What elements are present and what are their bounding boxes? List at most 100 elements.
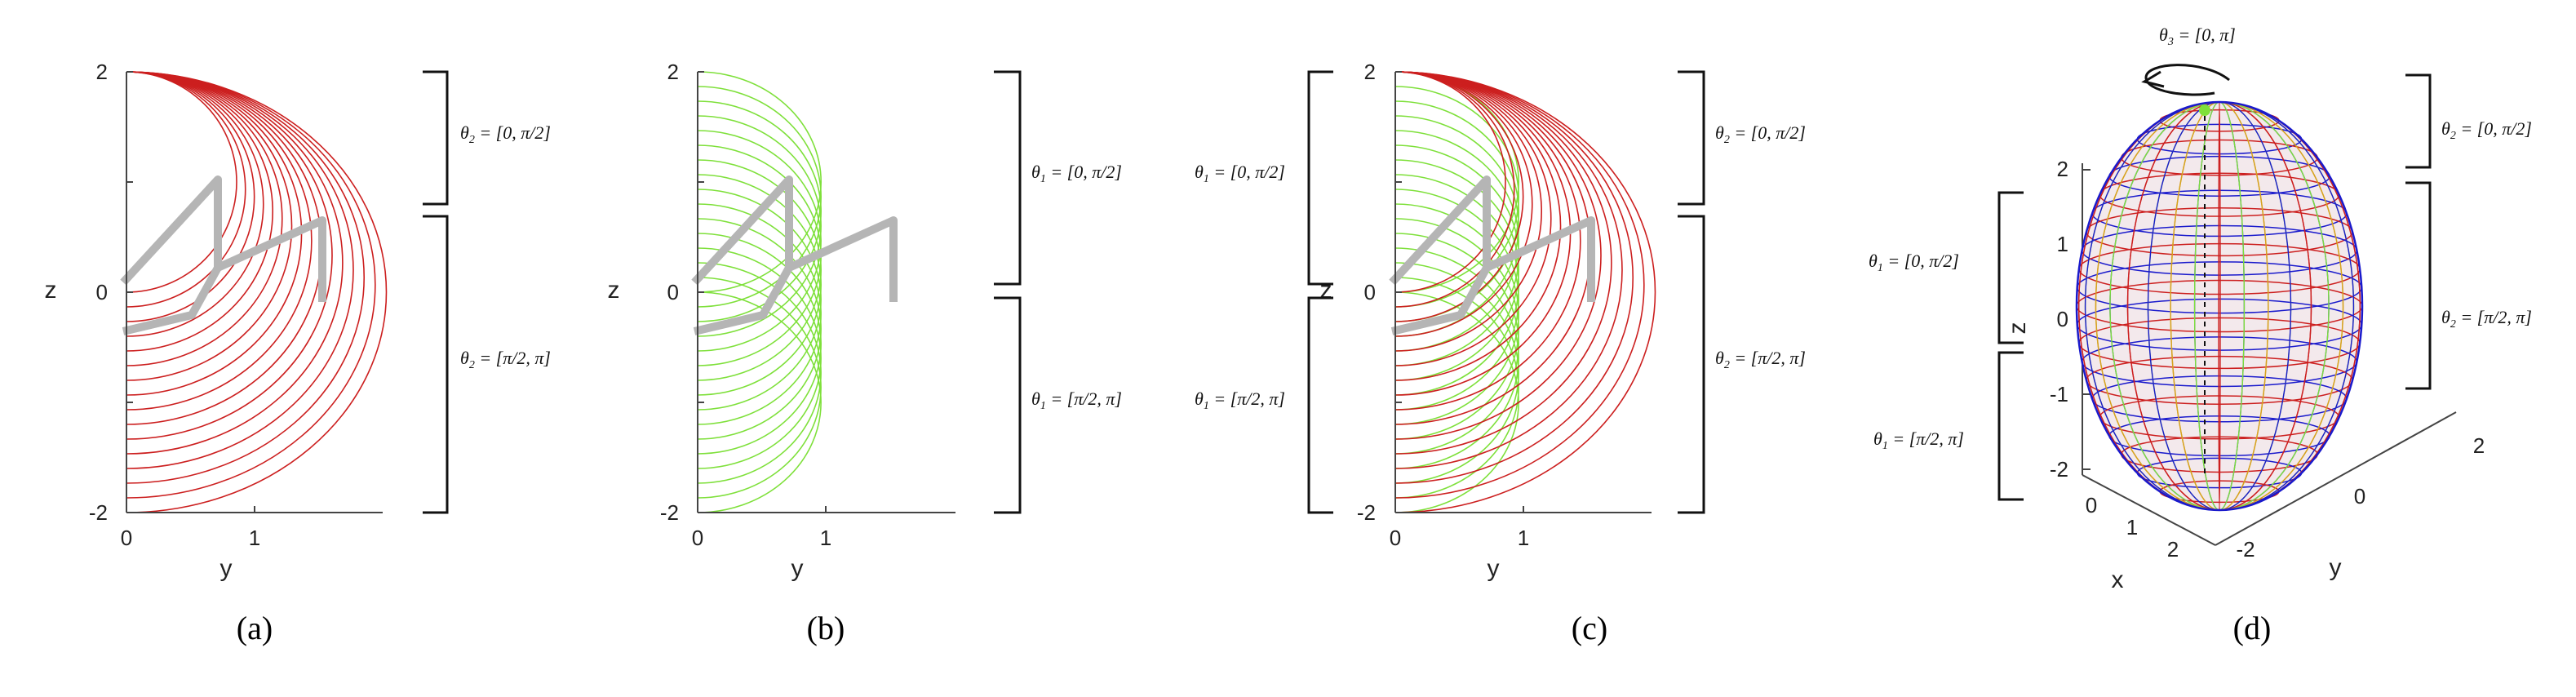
panel-a-series0-arc	[126, 71, 237, 293]
panel-c: 2 0 -2 0 1 z y θ1 = [0, π/2] θ1 = [π/2, …	[1195, 60, 1806, 646]
panel-d-annotation-left-upper: θ1 = [0, π/2]	[1869, 251, 1959, 274]
panel-a-series0-arc	[126, 71, 354, 469]
panel-d-bracket-left-lower	[1997, 351, 2024, 501]
panel-a-caption: (a)	[237, 610, 273, 646]
panel-c-series1-arc	[1394, 71, 1602, 440]
panel-c-series1-arc	[1394, 71, 1542, 352]
panel-a-zlabel: z	[45, 277, 57, 304]
panel-a-series0-arc	[126, 71, 388, 513]
panel-d-xtick-label: 2	[2167, 537, 2179, 562]
panel-d-xlabel: x	[2112, 566, 2124, 593]
panel-c-series1-arc	[1394, 71, 1506, 293]
panel-b-series0-arc	[697, 277, 822, 499]
panel-d-annotation-top: θ3 = [0, π]	[2159, 24, 2236, 48]
panel-c-series1-arc	[1394, 71, 1645, 499]
panel-b-xlabel: y	[791, 555, 804, 582]
panel-b-series0-arc	[697, 174, 822, 396]
panel-c-ytick-label: -2	[1357, 500, 1376, 525]
panel-d-bracket-right-upper	[2405, 73, 2432, 169]
panel-c-series0-arc	[1394, 174, 1519, 396]
panel-a-series0-arc	[126, 71, 313, 411]
panel-d-annotation-right-upper: θ2 = [0, π/2]	[2441, 118, 2532, 142]
panel-a-xtick-label: 1	[249, 526, 260, 550]
panel-d-ytick-label: -2	[2236, 537, 2255, 562]
panel-c-ytick-label: 2	[1364, 60, 1376, 84]
panel-c-xlabel: y	[1488, 555, 1500, 582]
panel-a-curves	[126, 71, 388, 513]
panel-b-bracket-upper	[994, 70, 1022, 286]
panel-d-ylabel: y	[2330, 554, 2342, 581]
panel-d-annotation-left-lower: θ1 = [π/2, π]	[1873, 428, 1964, 452]
panel-c-series0-arc	[1394, 233, 1519, 455]
panel-a-bracket-lower	[423, 215, 449, 514]
panel-c-robot-link	[1390, 265, 1491, 335]
panel-a-robot-arm	[120, 175, 326, 335]
panel-d-top-point	[2199, 104, 2210, 116]
panel-a-ytick-label: 2	[96, 60, 108, 84]
panel-a-series0-arc	[126, 71, 255, 322]
panel-b-bracket-lower	[994, 296, 1022, 514]
panel-b-robot-link	[693, 265, 793, 335]
panel-d-ztick-label: 0	[2057, 307, 2068, 331]
panel-d-ztick-label: -2	[2050, 457, 2068, 482]
panel-b-series0-arc	[697, 100, 822, 322]
panel-a-series0-arc	[126, 71, 273, 352]
panel-a-series0-arc	[126, 71, 365, 484]
panel-c-series1-arc	[1394, 71, 1581, 411]
panel-d-workspace-globe	[2075, 100, 2364, 512]
panel-c-series0-arc	[1394, 159, 1519, 381]
panel-d-xtick-label: 0	[2086, 493, 2097, 517]
panel-d-x-axis	[2082, 474, 2216, 546]
panel-c-xtick-label: 1	[1518, 526, 1529, 550]
panel-b-caption: (b)	[807, 610, 845, 646]
panel-c-series1-arc	[1394, 71, 1515, 308]
panel-d-zlabel: z	[2004, 322, 2031, 335]
panel-d-caption: (d)	[2233, 610, 2272, 646]
panel-d-xtick-label: 1	[2126, 515, 2138, 539]
panel-c-caption: (c)	[1572, 610, 1607, 646]
panel-d-globe-body	[2077, 102, 2362, 510]
panel-c-annotation-left-lower: θ1 = [π/2, π]	[1195, 388, 1285, 412]
panel-b-curves	[697, 71, 822, 513]
panel-b-series0-arc	[697, 262, 822, 484]
panel-d-bracket-right-lower	[2405, 181, 2432, 390]
panel-a-series0-arc	[126, 71, 333, 440]
panel-c-series0-arc	[1394, 262, 1519, 484]
panel-a: 2 0 -2 0 1 z y θ2 = [0, π/2] θ2 = [π/2, …	[45, 60, 551, 646]
panel-c-curves	[1394, 71, 1656, 513]
panel-a-series0-arc	[126, 71, 344, 455]
panel-b-series0-arc	[697, 291, 822, 513]
panel-a-annotation-lower: θ2 = [π/2, π]	[460, 348, 551, 371]
panel-c-bracket-right-lower	[1678, 215, 1705, 514]
panel-d-rotation-arrow	[2144, 64, 2230, 96]
panel-d-annotation-right-lower: θ2 = [π/2, π]	[2441, 307, 2532, 331]
panel-a-xtick-label: 0	[121, 526, 132, 550]
panel-a-ytick-label: -2	[89, 500, 108, 525]
panel-b-series0-arc	[697, 159, 822, 381]
panel-c-series0-arc	[1394, 247, 1519, 469]
panel-d-globe-outline	[2075, 100, 2364, 512]
panel-a-robot-link	[122, 265, 222, 335]
panel-c-series0-arc	[1394, 86, 1519, 308]
panel-b-annotation-lower: θ1 = [π/2, π]	[1031, 388, 1122, 412]
panel-d-bracket-left-upper	[1997, 191, 2024, 344]
panel-b-ytick-label: 2	[667, 60, 679, 84]
panel-a-xlabel: y	[220, 555, 233, 582]
panel-c-zlabel: z	[1320, 277, 1332, 304]
panel-b-series0-arc	[697, 86, 822, 308]
panel-c-annotation-right-upper: θ2 = [0, π/2]	[1715, 122, 1806, 146]
panel-a-ytick-label: 0	[96, 280, 108, 304]
panel-a-series0-arc	[126, 71, 246, 308]
panel-b-series0-arc	[697, 233, 822, 455]
panel-b-series0-arc	[697, 247, 822, 469]
panel-c-bracket-left-upper	[1307, 70, 1333, 286]
panel-b-series0-arc	[697, 189, 822, 411]
panel-b-series0-arc	[697, 115, 822, 337]
panel-c-bracket-left-lower	[1307, 296, 1333, 514]
panel-c-series0-arc	[1394, 130, 1519, 352]
panel-b-series0-arc	[697, 71, 822, 293]
panel-c-series1-arc	[1394, 71, 1552, 366]
panel-c-series1-arc	[1394, 71, 1524, 322]
